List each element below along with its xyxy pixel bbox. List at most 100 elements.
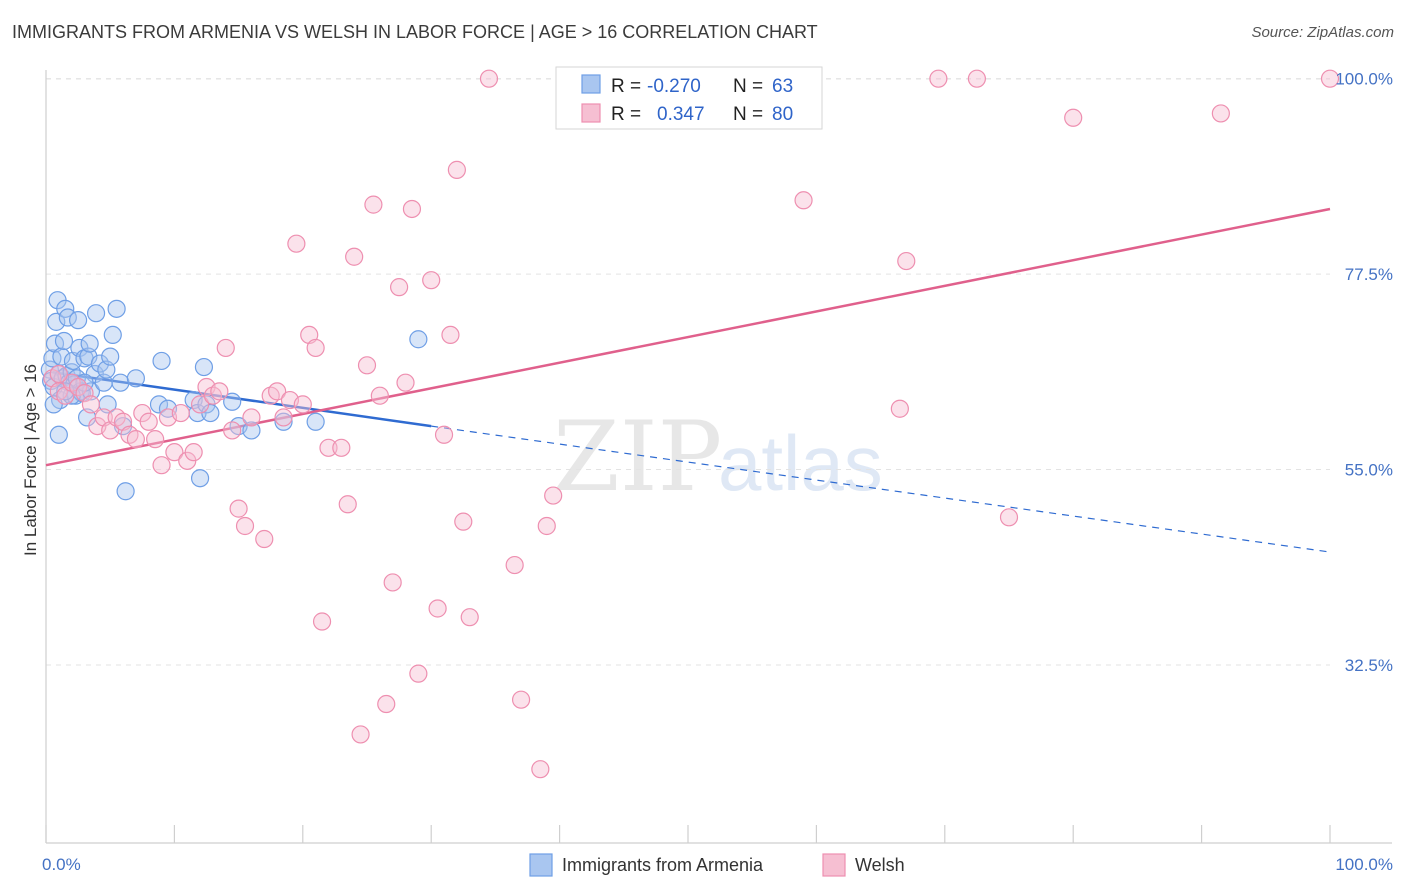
- point-welsh: [229, 499, 248, 518]
- point-welsh: [1320, 69, 1340, 88]
- point-welsh: [332, 438, 351, 457]
- series-legend-swatch-welsh: [822, 853, 846, 877]
- point-welsh: [370, 386, 389, 405]
- point-welsh: [126, 430, 145, 449]
- point-armenia: [107, 299, 126, 318]
- point-welsh: [293, 395, 312, 414]
- trend-line-armenia-extension: [431, 425, 1331, 553]
- point-welsh: [287, 234, 306, 253]
- point-welsh: [242, 408, 261, 427]
- point-armenia: [43, 349, 62, 368]
- axes: [45, 70, 1392, 844]
- point-welsh: [929, 69, 948, 88]
- legend-r-value-armenia: -0.270: [647, 76, 701, 97]
- point-welsh: [312, 612, 332, 631]
- point-welsh: [306, 338, 325, 358]
- point-welsh: [531, 760, 550, 779]
- x-tick-label: 100.0%: [1335, 855, 1393, 874]
- point-welsh: [223, 421, 242, 440]
- point-welsh: [139, 412, 158, 431]
- series-legend-swatch-armenia: [529, 853, 553, 877]
- legend-n-label-welsh: N =: [733, 104, 763, 125]
- legend-n-label-armenia: N =: [733, 76, 763, 97]
- x-tick-label: 0.0%: [42, 855, 81, 874]
- point-welsh: [537, 516, 556, 536]
- point-welsh: [434, 425, 454, 444]
- point-welsh: [428, 599, 447, 618]
- legend-swatch-armenia: [581, 74, 601, 94]
- legend-r-label-welsh: R =: [611, 104, 641, 125]
- trend-line-armenia: [52, 371, 432, 428]
- point-welsh: [364, 195, 383, 214]
- point-armenia: [54, 331, 74, 351]
- legend-r-label-armenia: R =: [611, 76, 641, 97]
- point-welsh: [897, 251, 916, 271]
- point-welsh: [49, 364, 68, 384]
- point-welsh: [890, 399, 909, 418]
- point-welsh: [268, 382, 287, 401]
- point-welsh: [409, 664, 428, 683]
- point-welsh: [377, 694, 396, 714]
- point-armenia: [306, 412, 325, 431]
- point-welsh: [152, 456, 171, 475]
- legend-n-value-armenia: 63: [772, 76, 793, 97]
- point-armenia: [86, 304, 106, 323]
- point-welsh: [967, 69, 987, 88]
- point-welsh: [1211, 104, 1230, 123]
- y-tick-label: 55.0%: [1345, 461, 1393, 480]
- point-armenia: [111, 373, 130, 392]
- point-welsh: [190, 395, 210, 414]
- point-welsh: [75, 383, 94, 403]
- point-armenia: [274, 412, 293, 431]
- point-armenia: [49, 425, 68, 444]
- series-legend-label-armenia: Immigrants from Armenia: [562, 855, 764, 875]
- y-tick-label: 32.5%: [1345, 656, 1393, 675]
- watermark-zip: ZIP: [553, 401, 722, 513]
- point-armenia: [194, 357, 214, 377]
- point-armenia: [126, 369, 145, 388]
- point-welsh: [999, 508, 1019, 527]
- y-tick-label: 77.5%: [1345, 265, 1393, 284]
- trend-lines: [45, 207, 1331, 553]
- point-welsh: [383, 573, 402, 592]
- point-welsh: [447, 160, 466, 179]
- point-armenia: [68, 311, 88, 330]
- series-legend-label-welsh: Welsh: [855, 855, 905, 875]
- point-armenia: [47, 312, 66, 331]
- point-armenia: [79, 347, 98, 366]
- point-welsh: [184, 443, 203, 462]
- point-armenia: [80, 334, 99, 353]
- point-welsh: [351, 725, 370, 744]
- trend-line-welsh: [45, 207, 1331, 467]
- legend-swatch-welsh: [581, 103, 601, 123]
- y-tick-label: 100.0%: [1335, 70, 1393, 89]
- point-welsh: [396, 373, 415, 392]
- point-armenia: [409, 330, 428, 349]
- point-welsh: [1064, 108, 1083, 127]
- watermark-atlas: atlas: [718, 419, 883, 507]
- point-welsh: [235, 516, 255, 536]
- legend-n-value-welsh: 80: [772, 104, 793, 125]
- point-welsh: [454, 512, 473, 531]
- point-welsh: [210, 382, 229, 401]
- point-welsh: [460, 608, 479, 627]
- grid-lines: [46, 78, 1330, 666]
- point-welsh: [357, 356, 377, 375]
- legend-r-value-welsh: 0.347: [657, 104, 705, 125]
- point-armenia: [190, 469, 210, 488]
- point-armenia: [58, 308, 77, 327]
- point-armenia: [116, 482, 135, 501]
- point-welsh: [505, 555, 524, 575]
- point-welsh: [402, 199, 422, 219]
- point-welsh: [81, 395, 101, 414]
- point-welsh: [216, 338, 235, 358]
- point-welsh: [146, 430, 165, 449]
- point-welsh: [511, 690, 531, 709]
- point-armenia: [242, 421, 261, 440]
- watermark: ZIP atlas: [553, 401, 883, 513]
- point-armenia: [152, 351, 171, 371]
- point-welsh: [171, 403, 190, 423]
- stats-legend: R = -0.270 N = 63 R = 0.347 N = 80: [555, 66, 823, 130]
- point-armenia: [52, 347, 71, 366]
- point-welsh: [338, 495, 357, 514]
